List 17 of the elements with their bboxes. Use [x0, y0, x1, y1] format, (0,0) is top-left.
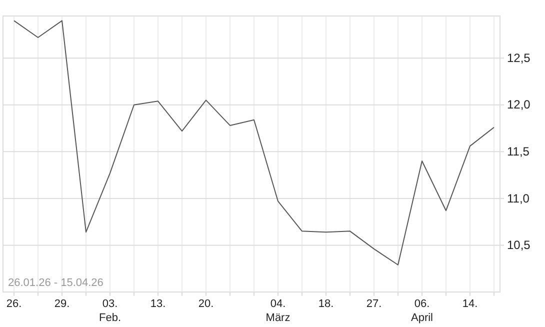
x-tick-label: 29.	[54, 298, 70, 310]
y-tick-label: 10,5	[507, 238, 531, 252]
x-tick-label: 06. April	[410, 298, 434, 324]
y-tick-label: 12,0	[507, 98, 531, 112]
x-tick-label: 27.	[366, 298, 382, 310]
x-tick-label: 14.	[462, 298, 478, 310]
x-tick-label: 04. März	[266, 298, 290, 324]
x-tick-label: 13.	[150, 298, 166, 310]
y-tick-label: 11,0	[507, 191, 530, 206]
x-tick-label: 26.	[6, 298, 22, 310]
x-tick-label: 18.	[318, 298, 334, 310]
x-tick-label: 03. Feb.	[98, 298, 122, 324]
annotation: 26.01.26 - 15.04.26	[8, 277, 104, 289]
x-tick-label: 20.	[198, 298, 214, 310]
y-tick-label: 12,5	[507, 50, 531, 65]
y-tick-label: 11,5	[507, 144, 530, 158]
line-series	[14, 20, 494, 266]
